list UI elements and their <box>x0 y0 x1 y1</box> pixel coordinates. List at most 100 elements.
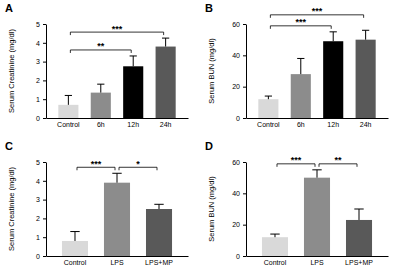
error-bar <box>297 58 304 74</box>
tick-label: LPS+MP <box>145 259 173 266</box>
x-axis: Control6h12h24h <box>247 119 389 128</box>
tick-label: 0 <box>236 253 240 260</box>
bar <box>304 178 330 256</box>
tick: Control <box>57 121 80 128</box>
bar <box>123 66 143 118</box>
tick: LPS <box>310 259 324 266</box>
significance-label: ** <box>334 155 342 165</box>
tick-mark <box>243 55 246 56</box>
tick: 6h <box>297 121 305 128</box>
tick-label: 20 <box>232 83 240 90</box>
tick: LPS+MP <box>345 259 373 266</box>
plot-area <box>58 38 175 118</box>
panel: 012345Control6h12h24hSerum Creatinine (m… <box>5 2 189 128</box>
axis-title: Serum Creatinine (mg/dl) <box>7 29 16 113</box>
tick-label: 40 <box>232 190 240 197</box>
significance-label: * <box>136 159 140 169</box>
significance-label: ** <box>97 41 105 51</box>
axis-line <box>46 25 47 119</box>
tick-mark <box>43 118 46 119</box>
plot-area <box>62 173 172 256</box>
tick-label: 2 <box>36 215 40 222</box>
panel: 0204060Control6h12h24hSerum BUN (mg/dl)B… <box>205 2 389 128</box>
tick-label: 12h <box>127 121 139 128</box>
tick: LPS+MP <box>145 259 173 266</box>
tick-label: 0 <box>36 115 40 122</box>
tick: 40 <box>232 52 246 59</box>
tick-label: 4 <box>36 178 40 185</box>
error-bar <box>97 84 104 92</box>
tick: Control <box>64 259 87 266</box>
significance-label: *** <box>91 159 102 169</box>
tick: 24h <box>360 121 372 128</box>
bar <box>323 41 343 118</box>
tick-label: 3 <box>36 196 40 203</box>
tick-label: 24h <box>360 121 372 128</box>
tick: 3 <box>36 196 46 203</box>
tick-mark <box>243 24 246 25</box>
tick-mark <box>43 237 46 238</box>
figure: 0 1 2 3 4 5 Control 6h 12h 24h Serum Creatinine (m… <box>0 0 400 276</box>
tick: 24h <box>160 121 172 128</box>
tick-label: 2 <box>36 77 40 84</box>
tick: 5 <box>36 21 46 28</box>
tick: 0 <box>236 115 246 122</box>
error-bar <box>312 170 321 178</box>
axis-line <box>247 256 389 257</box>
axis-line <box>247 118 389 119</box>
bar <box>156 47 176 118</box>
tick-label: 4 <box>36 40 40 47</box>
bar <box>291 74 311 118</box>
bar <box>146 209 172 256</box>
tick: 5 <box>36 159 46 166</box>
axis-line <box>47 256 189 257</box>
tick: Control <box>264 259 287 266</box>
significance-label: *** <box>291 155 302 165</box>
y-axis: 0 1 2 3 4 5 <box>36 159 46 260</box>
tick: 40 <box>232 190 246 197</box>
tick-label: LPS <box>110 259 124 266</box>
tick-label: 60 <box>232 159 240 166</box>
tick: LPS <box>110 259 124 266</box>
tick-label: 0 <box>36 253 40 260</box>
plot-area <box>262 170 372 256</box>
tick-label: 6h <box>97 121 105 128</box>
tick: 6h <box>97 121 105 128</box>
axis-line <box>246 163 247 257</box>
tick: 4 <box>36 178 46 185</box>
tick-mark <box>243 118 246 119</box>
tick-mark <box>243 87 246 88</box>
bar <box>356 40 376 118</box>
axis-title: Serum BUN (mg/dl) <box>207 176 216 242</box>
tick: Control <box>257 121 280 128</box>
tick-mark <box>43 80 46 81</box>
error-bar <box>112 173 121 182</box>
tick: 20 <box>232 83 246 90</box>
tick-mark <box>43 200 46 201</box>
tick-label: 60 <box>232 21 240 28</box>
tick-label: Control <box>64 259 87 266</box>
plot-area <box>258 30 375 118</box>
tick-label: Control <box>57 121 80 128</box>
significance-label: *** <box>296 17 307 27</box>
tick-label: 5 <box>36 159 40 166</box>
tick-mark <box>43 162 46 163</box>
tick-label: 20 <box>232 221 240 228</box>
tick-label: 1 <box>36 234 40 241</box>
tick-label: 40 <box>232 52 240 59</box>
tick: 3 <box>36 58 46 65</box>
error-bar <box>354 209 363 220</box>
panel-label: D <box>205 140 213 152</box>
tick-label: 0 <box>236 115 240 122</box>
x-axis: Control LPS LPS+MP <box>47 257 189 266</box>
tick: 20 <box>232 221 246 228</box>
tick-mark <box>243 225 246 226</box>
bar <box>62 241 88 256</box>
axis-title: Serum BUN (mg/dl) <box>207 38 216 104</box>
tick-mark <box>43 24 46 25</box>
tick-label: LPS <box>310 259 324 266</box>
tick: 1 <box>36 234 46 241</box>
tick-label: Control <box>264 259 287 266</box>
tick-mark <box>43 218 46 219</box>
tick: 60 <box>232 21 246 28</box>
